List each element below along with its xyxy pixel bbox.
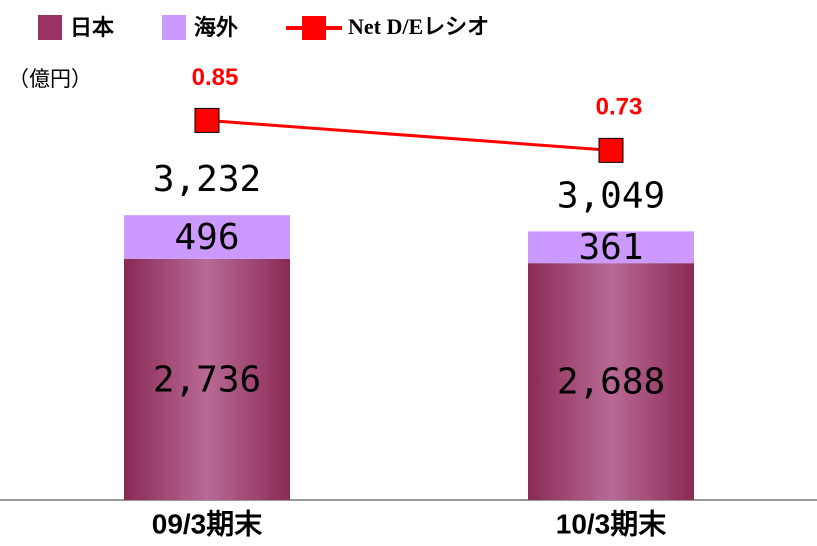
x-tick-label: 09/3期末	[152, 508, 263, 539]
data-label: 0.73	[596, 94, 643, 121]
line-marker	[194, 107, 220, 133]
bar-segment	[528, 231, 694, 264]
bar-segment	[528, 263, 694, 500]
bar-segment	[124, 258, 290, 500]
legend-label: 日本	[70, 16, 114, 41]
data-label: 361	[578, 227, 643, 268]
total-label: 3,049	[557, 175, 665, 216]
legend-label: Net D/Eレシオ	[348, 14, 489, 39]
data-label: 496	[174, 217, 239, 258]
data-label: 0.85	[192, 64, 239, 91]
legend-marker	[302, 16, 327, 40]
data-label: 2,736	[153, 359, 261, 400]
line-marker	[598, 137, 624, 163]
legend-swatch	[162, 15, 187, 40]
legend-label: 海外	[194, 15, 238, 41]
unit-label: （億円）	[8, 67, 92, 91]
line	[206, 118, 612, 152]
data-label: 2,688	[557, 362, 665, 403]
bar-segment	[124, 215, 290, 259]
x-tick-label: 10/3期末	[556, 508, 667, 539]
total-label: 3,232	[153, 159, 261, 200]
legend-swatch	[38, 15, 62, 40]
